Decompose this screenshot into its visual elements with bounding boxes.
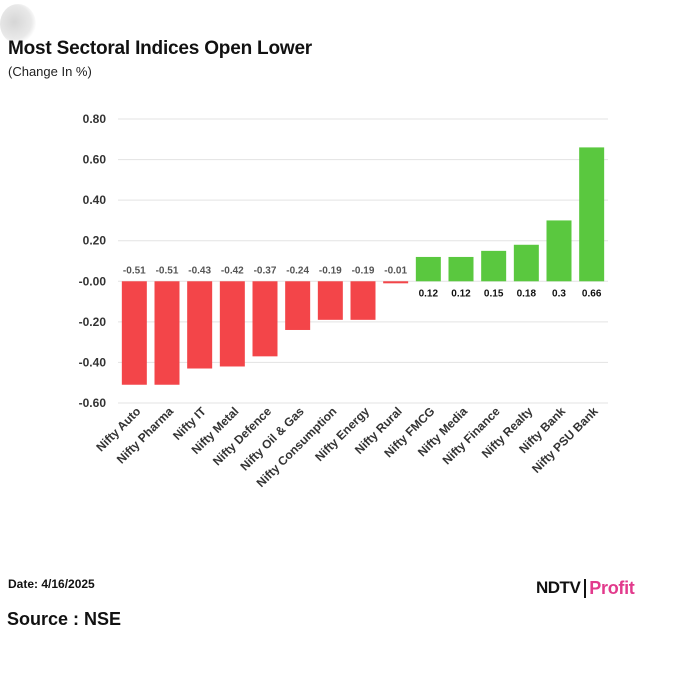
chart-subtitle: (Change In %) xyxy=(8,64,92,79)
data-labels: -0.51 -0.51 -0.43 -0.42 -0.37 -0.24 -0.19 -0.19… xyxy=(123,265,602,299)
y-tick-label: 0.80 xyxy=(83,112,107,126)
bar xyxy=(546,220,572,282)
data-label: 0.18 xyxy=(517,288,537,299)
bar xyxy=(481,250,507,282)
bar xyxy=(121,281,147,385)
bar xyxy=(317,281,343,320)
bar xyxy=(415,256,441,282)
y-tick-label: -0.20 xyxy=(79,315,107,329)
y-tick-label: 0.40 xyxy=(83,193,107,207)
logo-profit-text: Profit xyxy=(589,577,635,598)
chart-title: Most Sectoral Indices Open Lower xyxy=(8,38,313,59)
bar xyxy=(383,281,409,284)
y-tick-label: 0.60 xyxy=(83,153,107,167)
data-label: -0.51 xyxy=(123,265,146,276)
bar xyxy=(579,147,605,282)
bar xyxy=(513,244,539,282)
bar xyxy=(187,281,213,369)
logo-ndtv-text: NDTV xyxy=(536,578,581,597)
data-label: -0.19 xyxy=(352,265,375,276)
logo-separator xyxy=(584,578,587,598)
data-label: 0.15 xyxy=(484,288,504,299)
data-label: -0.51 xyxy=(156,265,179,276)
y-tick-label: 0.20 xyxy=(83,234,107,248)
bar xyxy=(448,256,474,282)
data-label: -0.42 xyxy=(221,265,244,276)
data-label: 0.66 xyxy=(582,288,602,299)
bar xyxy=(219,281,245,367)
data-label: -0.37 xyxy=(254,265,277,276)
chart-date: Date: 4/16/2025 xyxy=(8,577,95,591)
bar xyxy=(252,281,278,357)
data-label: -0.24 xyxy=(286,265,309,276)
y-tick-label: -0.40 xyxy=(79,355,107,369)
y-tick-label: -0.00 xyxy=(79,274,107,288)
y-tick-label: -0.60 xyxy=(79,396,107,410)
data-label: -0.43 xyxy=(188,265,211,276)
chart-source: Source : NSE xyxy=(7,609,122,629)
data-label: 0.3 xyxy=(552,288,566,299)
bar-chart: 0.80 0.60 0.40 0.20 -0.00 -0.20 -0.40 -0.60 -0.… xyxy=(79,112,608,490)
bar xyxy=(285,281,311,330)
data-label: -0.01 xyxy=(384,265,407,276)
decorative-circle xyxy=(0,4,36,44)
data-label: -0.19 xyxy=(319,265,342,276)
bar xyxy=(350,281,376,320)
bars xyxy=(121,147,605,385)
y-axis-ticks: 0.80 0.60 0.40 0.20 -0.00 -0.20 -0.40 -0.60 xyxy=(79,112,107,410)
ndtv-profit-logo: NDTV Profit xyxy=(536,576,635,600)
data-label: 0.12 xyxy=(419,288,439,299)
bar xyxy=(154,281,180,385)
data-label: 0.12 xyxy=(451,288,471,299)
